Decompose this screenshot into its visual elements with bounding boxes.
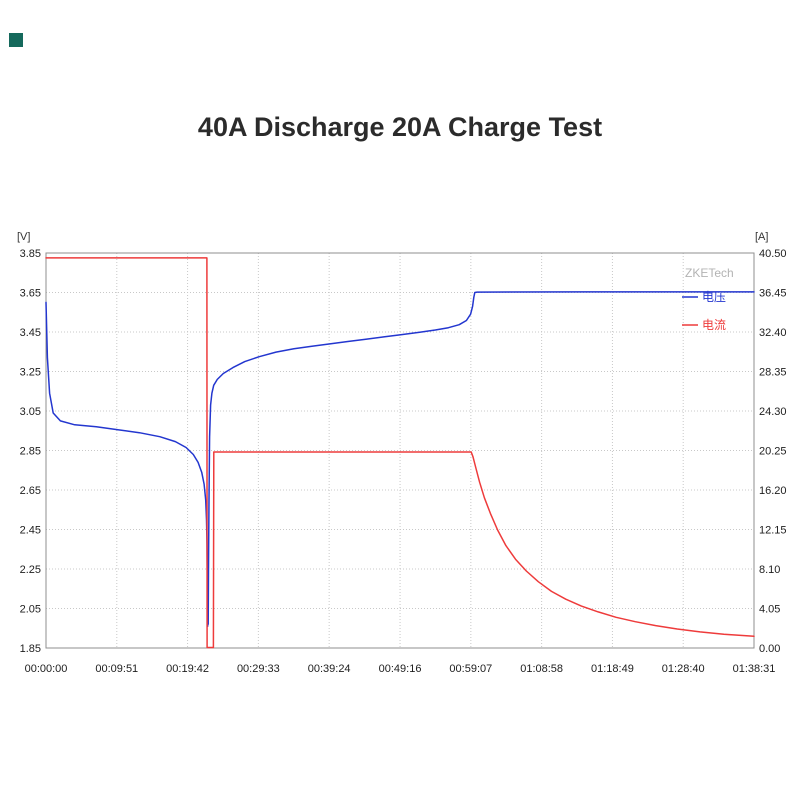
x-tick-label: 00:09:51 (95, 663, 138, 675)
y-right-tick-label: 16.20 (759, 485, 787, 497)
y-left-tick-label: 3.85 (20, 248, 41, 260)
y-right-tick-label: 8.10 (759, 564, 780, 576)
y-left-tick-label: 1.85 (20, 643, 41, 655)
y-left-tick-label: 3.25 (20, 367, 41, 379)
chart-title: 40A Discharge 20A Charge Test (197, 112, 603, 142)
y-right-tick-label: 28.35 (759, 367, 787, 379)
y-left-tick-label: 2.05 (20, 604, 41, 616)
legend-watermark: ZKETech (685, 266, 734, 280)
x-tick-label: 00:29:33 (237, 663, 280, 675)
y-right-tick-label: 20.25 (759, 446, 787, 458)
x-tick-label: 01:28:40 (662, 663, 705, 675)
x-tick-label: 00:00:00 (25, 663, 68, 675)
y-right-tick-label: 12.15 (759, 525, 787, 537)
x-tick-label: 01:18:49 (591, 663, 634, 675)
y-right-tick-label: 24.30 (759, 406, 787, 418)
y-right-tick-label: 32.40 (759, 327, 787, 339)
y-left-tick-label: 2.45 (20, 525, 41, 537)
corner-mark (9, 33, 23, 47)
y-left-tick-label: 3.65 (20, 288, 41, 300)
y-left-tick-label: 2.25 (20, 564, 41, 576)
y-right-tick-label: 36.45 (759, 288, 787, 300)
y-right-tick-label: 0.00 (759, 643, 780, 655)
y-left-tick-label: 3.05 (20, 406, 41, 418)
legend-voltage-label: 电压 (702, 290, 726, 304)
x-tick-label: 00:19:42 (166, 663, 209, 675)
plot-border (45, 252, 755, 649)
x-tick-label: 00:59:07 (449, 663, 492, 675)
y-left-tick-label: 3.45 (20, 327, 41, 339)
x-tick-label: 00:39:24 (308, 663, 351, 675)
y-right-tick-label: 40.50 (759, 248, 787, 260)
x-tick-label: 01:08:58 (520, 663, 563, 675)
x-tick-label: 00:49:16 (379, 663, 422, 675)
legend-current-label: 电流 (702, 318, 726, 332)
y-left-tick-label: 2.65 (20, 485, 41, 497)
y-right-tick-label: 4.05 (759, 604, 780, 616)
y-left-axis-unit: [V] (17, 231, 30, 243)
y-right-axis-unit: [A] (755, 231, 768, 243)
x-tick-label: 01:38:31 (733, 663, 776, 675)
y-left-tick-label: 2.85 (20, 446, 41, 458)
series-current-line (45, 257, 755, 649)
series-voltage-line (45, 291, 755, 628)
